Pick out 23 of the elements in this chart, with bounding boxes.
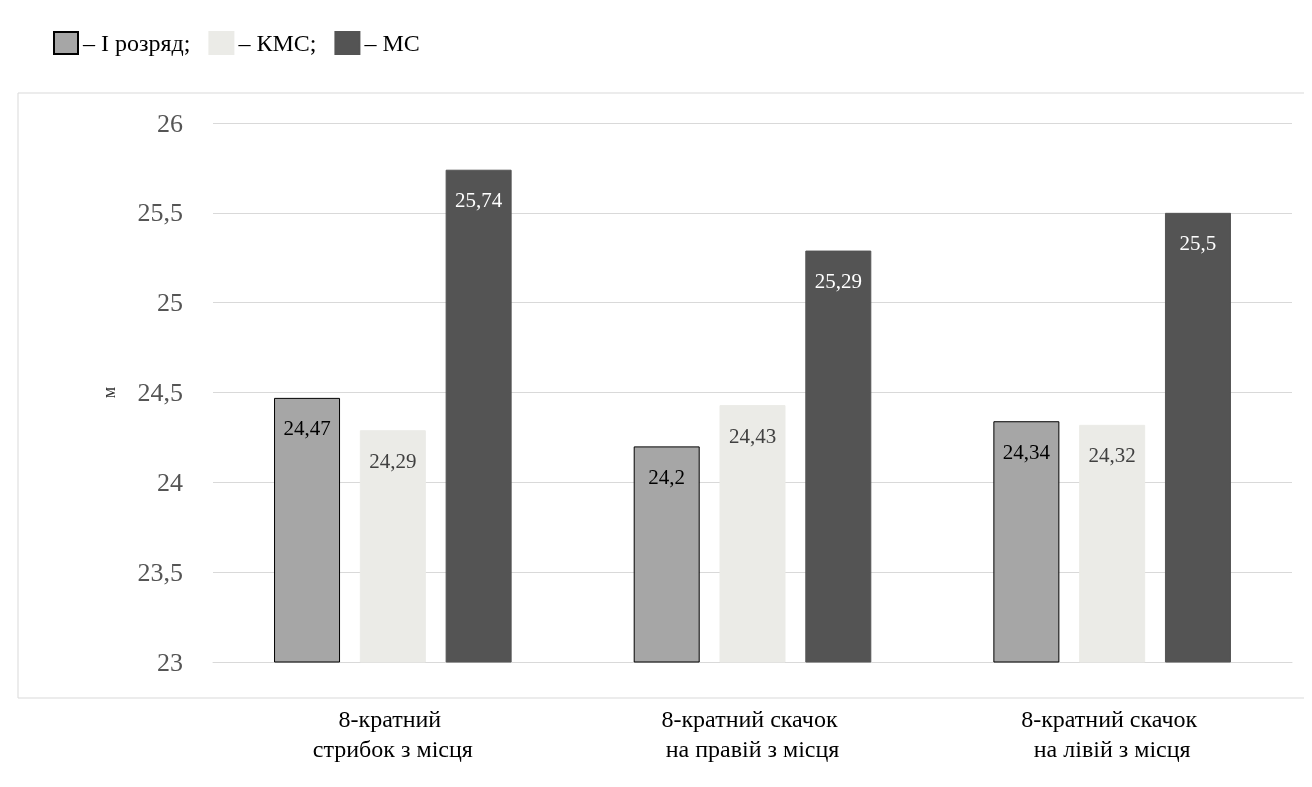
- legend-label: – КМС;: [237, 30, 317, 56]
- y-tick-label: 25,5: [137, 198, 183, 228]
- x-tick-label: 8-кратний стрибок з місця: [312, 706, 473, 762]
- y-tick-label: 23,5: [137, 557, 183, 587]
- data-label: 24,47: [283, 416, 331, 441]
- data-label: 24,43: [728, 423, 777, 448]
- y-tick-label: 26: [157, 108, 183, 138]
- y-axis-title: м: [99, 386, 119, 399]
- y-tick-label: 24,5: [137, 378, 183, 407]
- data-label: 24,34: [1002, 439, 1051, 464]
- x-tick-label: 8-кратний скачок на лівій з місця: [1021, 706, 1204, 762]
- data-label: 25,29: [814, 269, 862, 294]
- data-label: 25,74: [455, 188, 503, 213]
- data-label: 24,32: [1088, 443, 1136, 468]
- data-label: 24,2: [648, 464, 686, 489]
- legend-label: – I розряд;: [82, 30, 191, 56]
- data-label: 25,5: [1179, 231, 1217, 256]
- data-label: 24,29: [369, 448, 417, 473]
- x-tick-label: 8-кратний скачок на правій з місця: [661, 706, 844, 762]
- y-tick-label: 23: [157, 647, 183, 677]
- y-tick-label: 25: [157, 288, 183, 318]
- y-tick-label: 24: [157, 467, 183, 497]
- legend-label: – МС: [363, 30, 420, 56]
